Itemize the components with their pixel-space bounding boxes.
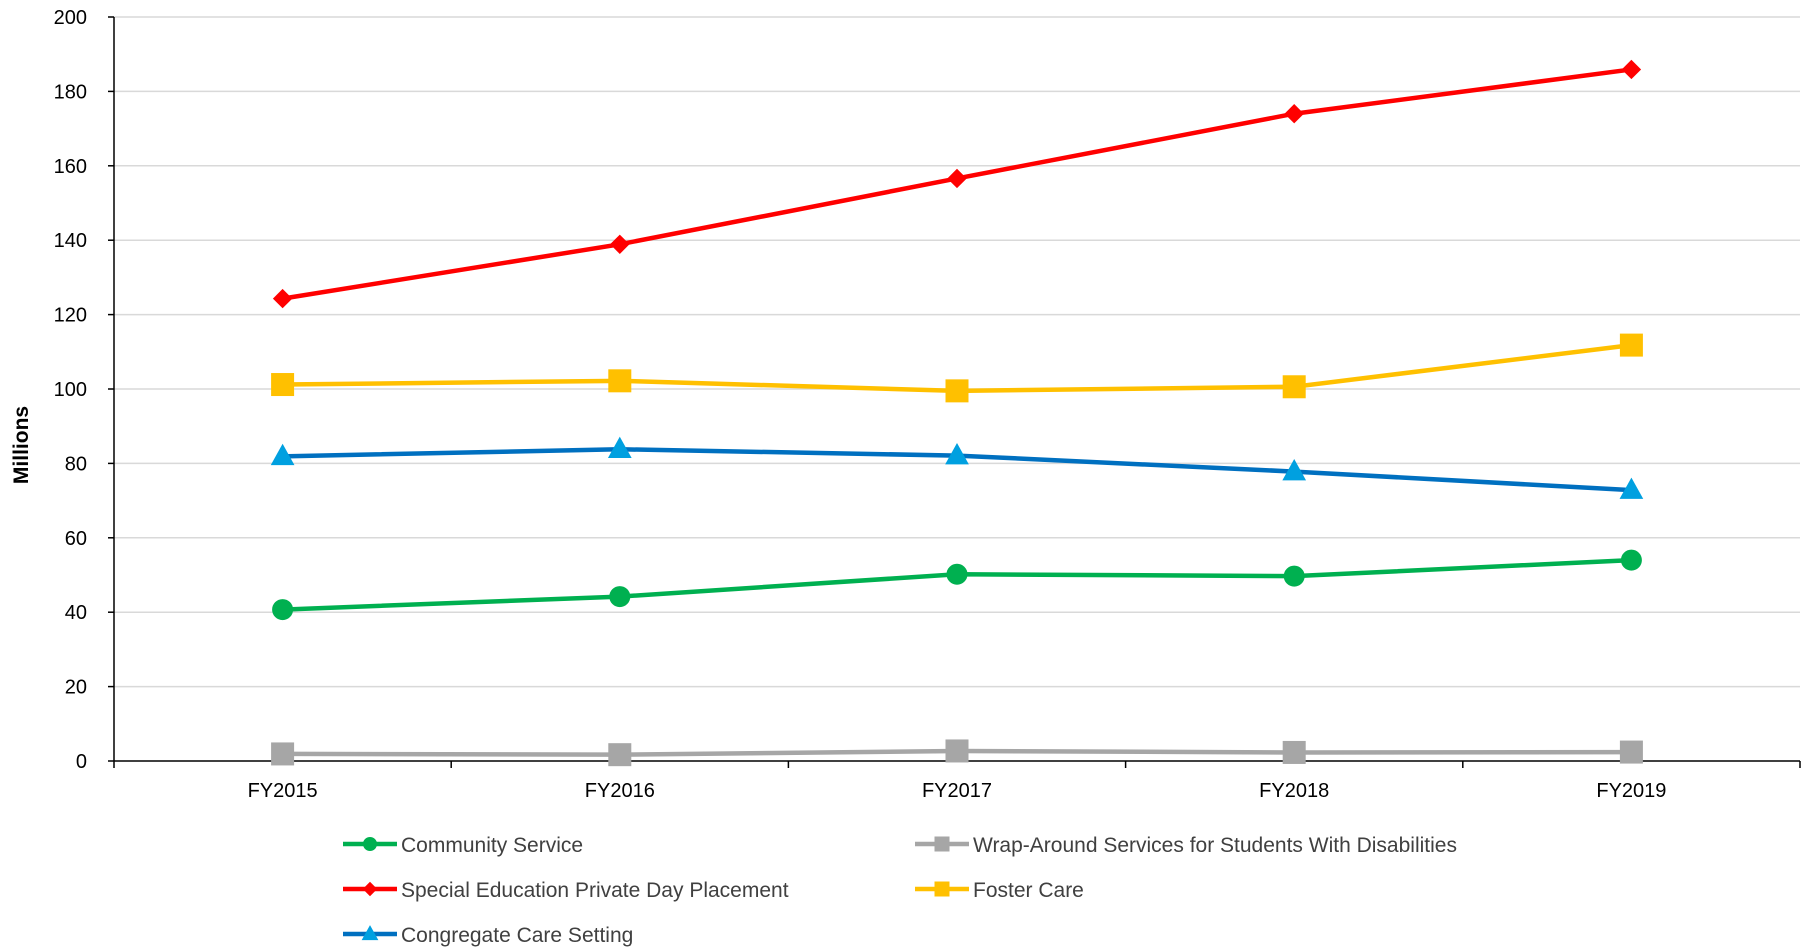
y-tick-label: 20	[65, 677, 87, 699]
data-point-marker	[608, 369, 632, 393]
legend-label: Congregate Care Setting	[401, 924, 633, 947]
data-point-marker	[271, 742, 295, 766]
series-2	[272, 59, 1642, 309]
legend-item: Special Education Private Day Placement	[343, 879, 789, 902]
tick-labels: 0 20 40 60 80 100 120 140 160 180 200 FY2015 FY2016 F…	[54, 7, 1667, 802]
data-point-marker	[1282, 375, 1306, 399]
legend-label: Foster Care	[973, 879, 1084, 902]
data-point-marker	[946, 563, 968, 585]
x-tick-label: FY2018	[1259, 780, 1329, 802]
gridlines	[114, 16, 1800, 688]
y-tick-label: 0	[76, 751, 87, 773]
series-4	[270, 436, 1644, 499]
y-tick-label: 140	[54, 230, 87, 252]
data-point-marker	[1282, 740, 1306, 764]
legend-label: Wrap-Around Services for Students With D…	[973, 834, 1457, 857]
data-point-marker	[608, 743, 632, 767]
legend-label: Special Education Private Day Placement	[401, 879, 789, 902]
data-point-marker	[610, 234, 630, 254]
data-point-marker	[945, 379, 969, 403]
series-lines	[270, 59, 1644, 767]
data-point-marker	[272, 599, 294, 621]
data-point-marker	[1619, 477, 1644, 499]
series-3	[271, 333, 1643, 403]
legend-swatch-marker	[363, 837, 377, 851]
x-tick-label: FY2015	[248, 780, 318, 802]
data-point-marker	[270, 443, 295, 466]
y-tick-label: 80	[65, 453, 87, 475]
x-tick-label: FY2019	[1596, 780, 1666, 802]
legend-swatch-marker	[362, 881, 378, 897]
data-point-marker	[1619, 333, 1643, 357]
y-tick-label: 200	[54, 7, 87, 29]
data-point-marker	[272, 288, 293, 309]
data-point-marker	[609, 586, 631, 608]
series-1	[271, 739, 1643, 767]
x-tick-label: FY2016	[585, 780, 655, 802]
data-point-marker	[1282, 459, 1307, 481]
legend-item: Wrap-Around Services for Students With D…	[915, 834, 1457, 857]
legend-item: Congregate Care Setting	[343, 924, 633, 947]
data-point-marker	[945, 443, 969, 465]
data-point-marker	[1621, 59, 1642, 80]
data-point-marker	[945, 739, 969, 763]
legend-item: Foster Care	[915, 879, 1084, 902]
legend-swatch-marker	[934, 836, 950, 852]
x-tick-label: FY2017	[922, 780, 992, 802]
data-point-marker	[1620, 549, 1642, 571]
y-tick-label: 120	[54, 305, 87, 327]
y-tick-label: 100	[54, 379, 87, 401]
series-0	[272, 549, 1642, 621]
y-tick-label: 160	[54, 156, 87, 178]
data-point-marker	[607, 436, 632, 459]
legend: Community Service Wrap-Around Services fo…	[343, 834, 1457, 947]
y-tick-label: 60	[65, 528, 87, 550]
y-tick-label: 180	[54, 81, 87, 103]
data-point-marker	[1284, 104, 1304, 124]
legend-label: Community Service	[401, 834, 583, 857]
legend-swatch-marker	[934, 881, 950, 897]
y-tick-label: 40	[65, 602, 87, 624]
data-point-marker	[1283, 565, 1305, 587]
data-point-marker	[1619, 740, 1643, 764]
legend-swatch-marker	[361, 925, 379, 941]
legend-item: Community Service	[343, 834, 583, 857]
data-point-marker	[947, 168, 967, 189]
y-axis-title: Millions	[10, 406, 33, 484]
data-point-marker	[271, 373, 295, 397]
